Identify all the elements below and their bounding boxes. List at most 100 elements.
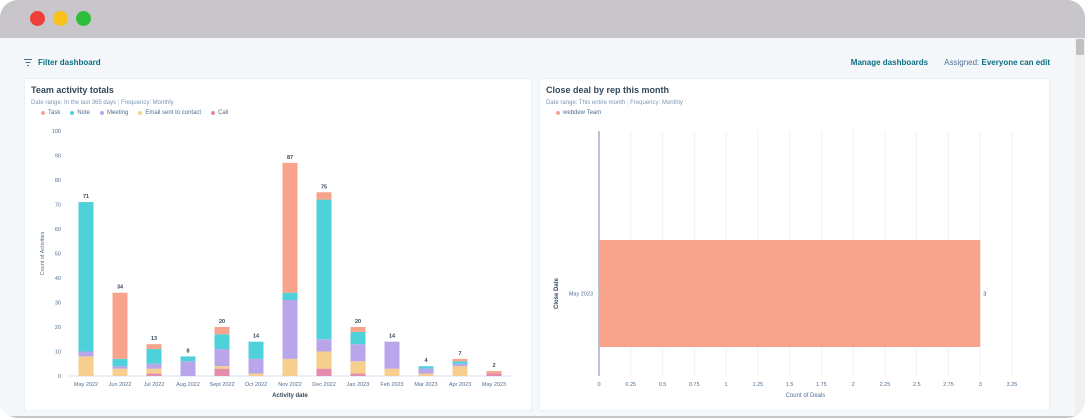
assigned-label: Assigned: xyxy=(944,58,980,67)
bar-segment-meeting xyxy=(248,358,264,374)
legend-swatch xyxy=(70,111,75,115)
minimize-window-button[interactable] xyxy=(53,11,68,26)
bar-segment-email-sent-to-contact xyxy=(350,361,366,374)
x-tick-label: Apr 2023 xyxy=(449,382,471,388)
bar-segment-email-sent-to-contact xyxy=(214,366,230,369)
bar-segment-email-sent-to-contact xyxy=(248,373,264,376)
close-window-button[interactable] xyxy=(30,11,45,26)
bar-total-label: 2 xyxy=(492,363,495,369)
card-title: Close deal by rep this month xyxy=(546,85,670,95)
x-tick-label: 2.25 xyxy=(880,382,891,388)
bar-segment-meeting xyxy=(452,363,468,367)
x-axis-title: Count of Deals xyxy=(786,393,826,399)
bar-segment-task xyxy=(214,327,230,335)
filter-dashboard-label: Filter dashboard xyxy=(38,58,101,67)
bar-total-label: 71 xyxy=(83,194,89,200)
bar-segment-call xyxy=(146,373,162,376)
y-axis-title: Close Date xyxy=(554,277,560,309)
filter-dashboard-button[interactable]: Filter dashboard xyxy=(24,58,101,67)
y-tick-label: 20 xyxy=(55,325,61,331)
x-tick-label: Jan 2023 xyxy=(347,382,370,388)
bar-segment-task xyxy=(452,358,468,362)
team-activity-card: Team activity totals Date range: In the … xyxy=(24,78,532,411)
bar-value-label: 3 xyxy=(983,292,986,298)
x-tick-label: 0 xyxy=(597,382,600,388)
legend-item-note[interactable]: Note xyxy=(70,110,90,116)
bar-segment-note xyxy=(214,334,230,350)
bar-segment-email-sent-to-contact xyxy=(282,358,298,376)
y-tick-label: 100 xyxy=(52,129,61,135)
bar-segment-meeting xyxy=(350,344,366,362)
legend-swatch xyxy=(100,111,105,115)
y-tick-label: 40 xyxy=(55,276,61,282)
bar-total-label: 87 xyxy=(287,155,293,161)
bar-segment-meeting xyxy=(214,349,230,367)
assigned-value-link[interactable]: Everyone can edit xyxy=(981,58,1050,67)
x-tick-label: 0.25 xyxy=(625,382,636,388)
legend-item-task[interactable]: Task xyxy=(41,110,60,116)
x-tick-label: 2.5 xyxy=(913,382,921,388)
y-tick-label: 30 xyxy=(55,301,61,307)
x-tick-label: Dec 2022 xyxy=(312,382,336,388)
bar-segment-email-sent-to-contact xyxy=(316,351,332,369)
maximize-window-button[interactable] xyxy=(76,11,91,26)
bar-segment-note xyxy=(350,331,366,345)
x-tick-label: Aug 2022 xyxy=(176,382,200,388)
x-tick-label: May 2022 xyxy=(74,382,98,388)
x-tick-label: 2 xyxy=(852,382,855,388)
vertical-scrollbar[interactable] xyxy=(1075,38,1085,416)
legend-item-webdew-team[interactable]: webdew Team xyxy=(556,110,601,116)
manage-dashboards-link[interactable]: Manage dashboards xyxy=(850,58,929,67)
activity-chart: 0 10 20 30 40 50 60 70 80 90 100 71 May 2022 34 Jun 20… xyxy=(40,129,511,399)
bar-segment-email-sent-to-contact xyxy=(418,373,434,376)
bar-segment-note xyxy=(112,358,128,367)
bar-segment-note xyxy=(146,349,162,364)
bar-total-label: 20 xyxy=(219,319,225,325)
bar-segment-call xyxy=(350,373,366,376)
bar-segment-note xyxy=(316,199,332,340)
card-subtitle: Date range: In the last 365 days | Frequ… xyxy=(31,100,174,106)
bar-segment-meeting xyxy=(78,351,94,357)
bar-segment-email-sent-to-contact xyxy=(452,366,468,376)
legend-item-email-sent-to-contact[interactable]: Email sent to contact xyxy=(138,110,201,116)
bar-segment-note xyxy=(282,292,298,301)
bar-total-label: 14 xyxy=(253,334,260,340)
y-tick-label: 50 xyxy=(55,252,61,258)
legend-swatch xyxy=(138,111,143,115)
legend-label: Email sent to contact xyxy=(145,110,202,116)
scrollbar-thumb[interactable] xyxy=(1076,39,1084,55)
bar-segment-email-sent-to-contact xyxy=(146,368,162,374)
bar-segment-note xyxy=(78,202,94,352)
x-tick-label: 1.75 xyxy=(816,382,827,388)
window-titlebar xyxy=(0,0,1085,38)
legend-item-call[interactable]: Call xyxy=(211,110,228,116)
bar-total-label: 4 xyxy=(424,358,428,364)
bar-total-label: 75 xyxy=(321,184,327,190)
legend-item-meeting[interactable]: Meeting xyxy=(100,110,128,116)
legend-swatch xyxy=(211,111,216,115)
x-tick-label: Sept 2022 xyxy=(209,382,234,388)
y-tick-label: 60 xyxy=(55,227,61,233)
bar-segment-email-sent-to-contact xyxy=(78,356,94,376)
x-tick-label: 3.25 xyxy=(1007,382,1018,388)
chart-legend: Task Note Meeting Email sent to contact Call xyxy=(41,110,228,116)
y-tick-label: 70 xyxy=(55,203,61,209)
x-tick-label: Feb 2023 xyxy=(380,382,403,388)
legend-swatch xyxy=(41,111,45,115)
bar-segment-note xyxy=(180,356,196,362)
close-deal-card: Close deal by rep this month Date range:… xyxy=(539,78,1050,411)
legend-label: Call xyxy=(218,110,229,116)
y-tick-label: 0 xyxy=(58,374,61,380)
bar-segment-task xyxy=(146,344,162,350)
frequency-label: Frequency: Monthly xyxy=(630,100,683,106)
bar-total-label: 8 xyxy=(186,348,189,354)
legend-label: Meeting xyxy=(107,110,129,116)
y-tick-label: 10 xyxy=(55,350,61,356)
bar-total-label: 7 xyxy=(458,351,461,357)
x-tick-label: 1.5 xyxy=(786,382,794,388)
bar-segment-note xyxy=(418,366,434,369)
date-range-label: Date range: In the last 365 days xyxy=(31,100,117,106)
x-tick-label: May 2023 xyxy=(482,382,506,388)
y-tick-label: 90 xyxy=(55,154,61,160)
